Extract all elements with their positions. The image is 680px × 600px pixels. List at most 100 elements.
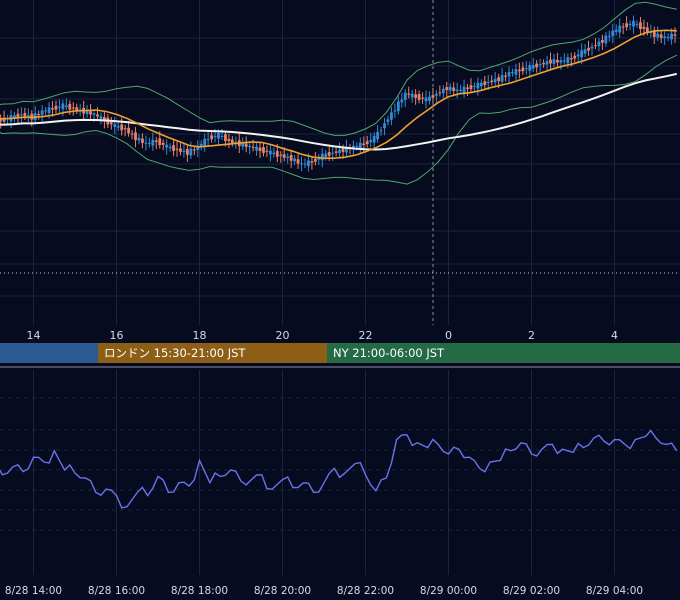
candle-body xyxy=(614,29,618,32)
candle-body xyxy=(313,158,317,162)
osc-x-tick-0: 8/28 14:00 xyxy=(5,585,62,597)
candle-body xyxy=(54,105,58,110)
candle-body xyxy=(666,36,670,38)
candle-body xyxy=(531,65,535,69)
osc-x-tick-2: 8/28 18:00 xyxy=(171,585,228,597)
candle-body xyxy=(213,136,217,138)
candle-body xyxy=(459,89,463,91)
osc-x-tick-3: 8/28 20:00 xyxy=(254,585,311,597)
candle-body xyxy=(68,103,72,110)
bb-lower-line xyxy=(0,54,678,185)
candle-body xyxy=(23,113,27,117)
candle-body xyxy=(179,148,182,152)
candle-body xyxy=(473,85,476,87)
candle-body xyxy=(165,144,169,148)
candle-body xyxy=(645,27,649,32)
candle-body xyxy=(227,138,231,141)
candle-body xyxy=(251,146,255,148)
candle-body xyxy=(158,138,162,146)
candle-body xyxy=(296,159,300,164)
candle-body xyxy=(600,39,604,43)
candle-body xyxy=(462,86,466,93)
candle-body xyxy=(13,115,16,119)
price-x-tick-6: 2 xyxy=(528,329,535,342)
candle-body xyxy=(552,59,556,64)
candle-body xyxy=(448,86,452,91)
candle-body xyxy=(300,163,303,165)
candle-body xyxy=(109,122,113,125)
candle-body xyxy=(431,95,435,98)
candle-body xyxy=(383,123,386,129)
candle-body xyxy=(189,148,193,156)
candle-body xyxy=(168,146,172,149)
candle-body xyxy=(192,149,196,151)
price-x-tick-4: 22 xyxy=(359,329,373,342)
candle-body xyxy=(390,112,393,120)
candle-body xyxy=(85,110,89,115)
candle-body xyxy=(514,69,518,75)
candle-body xyxy=(438,92,442,94)
candle-body xyxy=(320,153,324,161)
candle-body xyxy=(580,50,584,58)
candle-body xyxy=(400,99,404,103)
candle-body xyxy=(466,87,469,89)
candle-body xyxy=(594,45,597,47)
candle-body xyxy=(16,113,20,118)
candle-body xyxy=(286,156,290,159)
candle-body xyxy=(26,115,30,117)
candle-body xyxy=(670,33,673,40)
candle-body xyxy=(528,65,532,71)
candle-body xyxy=(369,139,373,142)
candle-body xyxy=(590,46,594,49)
price-x-tick-3: 20 xyxy=(276,329,290,342)
candle-body xyxy=(607,35,611,37)
candle-body xyxy=(511,72,514,74)
candle-body xyxy=(490,80,494,83)
candle-body xyxy=(317,157,321,160)
candle-body xyxy=(182,150,186,153)
candle-body xyxy=(334,151,338,153)
candle-body xyxy=(393,110,397,112)
candle-body xyxy=(206,139,210,141)
candle-body xyxy=(324,153,328,158)
candle-body xyxy=(407,93,411,95)
candle-body xyxy=(562,60,566,62)
candle-body xyxy=(127,127,131,134)
candle-body xyxy=(120,124,124,131)
candle-body xyxy=(19,114,23,116)
candle-body xyxy=(362,143,366,145)
candle-body xyxy=(663,36,667,39)
candle-body xyxy=(673,34,677,36)
candle-body xyxy=(75,107,79,111)
candles-group xyxy=(0,15,677,172)
candle-body xyxy=(414,94,418,98)
candle-body xyxy=(517,69,521,72)
candle-body xyxy=(483,81,487,86)
candle-body xyxy=(217,132,220,139)
candle-body xyxy=(92,113,96,115)
candle-body xyxy=(279,154,283,156)
candle-body xyxy=(434,93,438,96)
candle-body xyxy=(258,147,262,151)
candle-body xyxy=(2,117,6,122)
candle-body xyxy=(196,145,200,151)
candle-body xyxy=(500,74,504,82)
candle-body xyxy=(639,22,642,30)
osc-x-tick-7: 8/29 04:00 xyxy=(586,585,643,597)
candle-body xyxy=(659,34,663,38)
osc-x-tick-5: 8/29 00:00 xyxy=(420,585,477,597)
candle-body xyxy=(161,142,165,145)
candle-body xyxy=(234,141,238,144)
candle-body xyxy=(583,49,587,54)
candle-body xyxy=(230,139,234,143)
candle-body xyxy=(355,145,359,147)
candle-body xyxy=(130,133,134,135)
candle-body xyxy=(307,160,310,167)
candle-body xyxy=(262,147,265,153)
candle-body xyxy=(89,111,92,115)
candle-body xyxy=(293,158,297,162)
candle-body xyxy=(275,151,279,157)
candle-body xyxy=(469,85,473,89)
session-bar-tokyo xyxy=(0,343,98,363)
candle-body xyxy=(455,89,459,92)
